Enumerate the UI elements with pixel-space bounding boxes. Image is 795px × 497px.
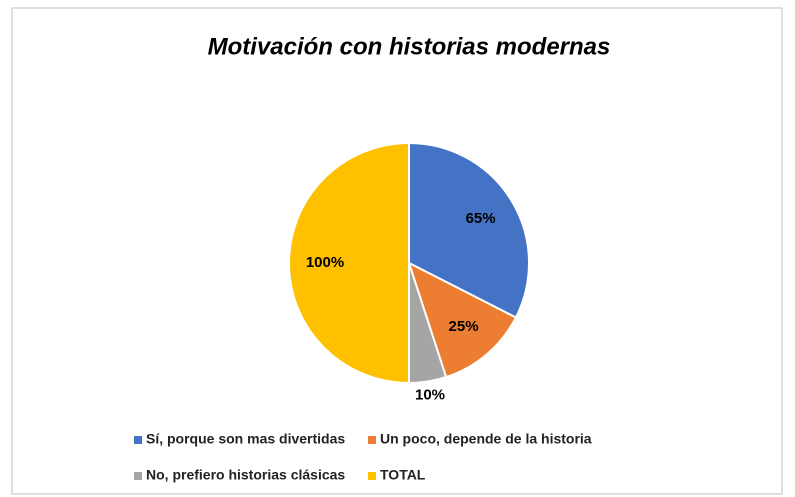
- legend-label: Un poco, depende de la historia: [380, 431, 592, 447]
- chart-title: Motivación con historias modernas: [208, 33, 611, 60]
- data-label: 100%: [306, 254, 344, 271]
- data-label: 10%: [415, 387, 445, 404]
- pie-slice: [288, 141, 410, 385]
- legend-label: Sí, porque son mas divertidas: [146, 431, 345, 447]
- data-label: 65%: [466, 210, 496, 227]
- legend-swatch: [134, 436, 142, 444]
- legend-label: No, prefiero historias clásicas: [146, 467, 345, 483]
- legend-swatch: [134, 472, 142, 480]
- pie-slice: [408, 141, 530, 319]
- pie-slice: [407, 261, 518, 379]
- legend-swatch: [368, 472, 376, 480]
- legend-label: TOTAL: [380, 467, 426, 483]
- data-label: 25%: [449, 318, 479, 335]
- legend-swatch: [368, 436, 376, 444]
